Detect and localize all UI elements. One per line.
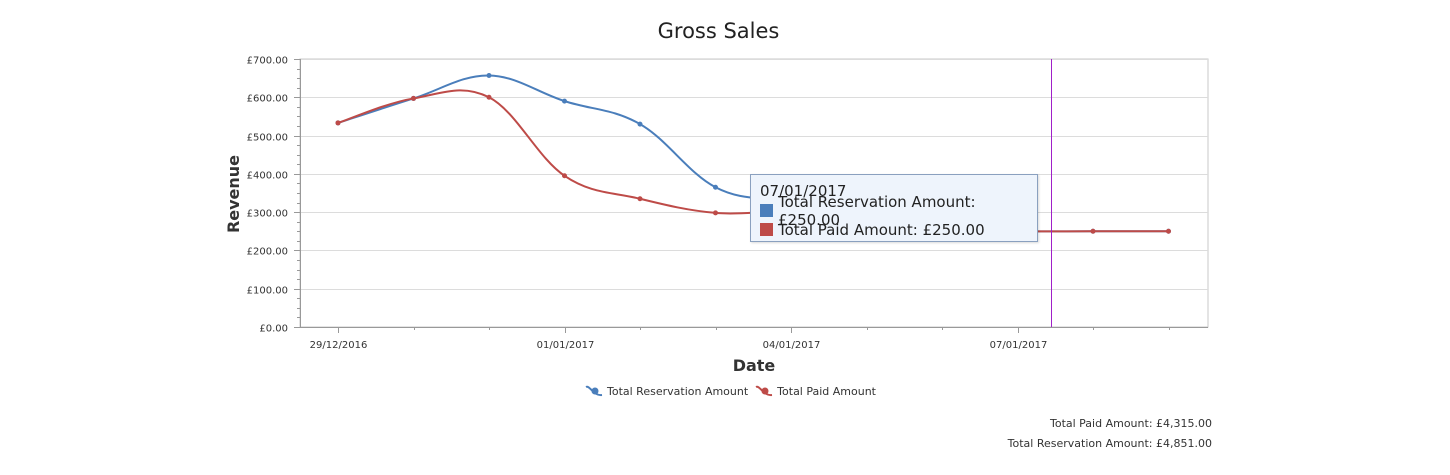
- x-axis-title: Date: [733, 356, 776, 375]
- total-reservation-amount: Total Reservation Amount: £4,851.00: [1007, 437, 1212, 450]
- data-point-paid: [411, 95, 416, 101]
- data-point-paid: [486, 94, 492, 100]
- y-tick-label: £300.00: [247, 209, 288, 220]
- tooltip-label-reservation: Total Reservation Amount: £250.00: [778, 192, 976, 229]
- data-point-paid: [1166, 228, 1171, 234]
- x-tick-label: 01/01/2017: [537, 340, 595, 351]
- chart-tooltip: 07/01/2017 Total Reservation Amount: £25…: [750, 174, 1038, 242]
- legend-label-reservation: Total Reservation Amount: [607, 384, 749, 398]
- legend-label-paid: Total Paid Amount: [777, 384, 876, 398]
- data-point-paid: [637, 196, 643, 202]
- tooltip-label-paid: Total Paid Amount: £250.00: [778, 220, 985, 239]
- data-point-paid: [335, 120, 341, 126]
- x-tick-label: 04/01/2017: [763, 340, 821, 351]
- totals-summary: Total Paid Amount: £4,315.00 Total Reser…: [1008, 414, 1212, 454]
- x-tick-label: 07/01/2017: [990, 340, 1048, 351]
- x-tick-label: 29/12/2016: [310, 340, 368, 351]
- chart-title: Gross Sales: [657, 19, 780, 43]
- y-tick-label: £500.00: [247, 133, 288, 144]
- y-axis-title: Revenue: [224, 155, 243, 233]
- data-point-reservation: [713, 184, 718, 190]
- line-chart: £0.00 £100.00 £200.00 £300.00 £400.00 £500.00…: [224, 56, 1209, 375]
- legend-item-reservation[interactable]: Total Reservation Amount: [584, 384, 748, 398]
- line-marker-icon: [755, 385, 773, 397]
- legend-item-paid[interactable]: Total Paid Amount: [754, 384, 876, 398]
- data-point-reservation: [486, 72, 492, 78]
- data-point-reservation: [637, 121, 643, 127]
- line-marker-icon: [585, 385, 603, 397]
- tooltip-row-paid: Total Paid Amount: £250.00: [760, 220, 1028, 239]
- chart-legend: Total Reservation Amount Total Paid Amou…: [584, 384, 882, 398]
- y-tick-label: £400.00: [247, 171, 288, 182]
- y-tick-label: £700.00: [247, 56, 288, 67]
- total-paid-amount: Total Paid Amount: £4,315.00: [1049, 417, 1212, 430]
- data-point-paid: [713, 210, 718, 216]
- data-point-paid: [562, 173, 567, 179]
- y-tick-label: £200.00: [247, 247, 288, 258]
- tooltip-swatch-reservation: [760, 204, 773, 217]
- y-tick-label: £600.00: [247, 94, 288, 105]
- tooltip-row-reservation: Total Reservation Amount: £250.00: [760, 193, 1028, 229]
- y-tick-label: £100.00: [247, 286, 288, 297]
- data-point-reservation: [562, 98, 567, 104]
- tooltip-swatch-paid: [760, 223, 773, 236]
- y-tick-label: £0.00: [259, 324, 288, 335]
- data-point-paid: [1090, 228, 1096, 234]
- tooltip-date: 07/01/2017: [760, 182, 847, 200]
